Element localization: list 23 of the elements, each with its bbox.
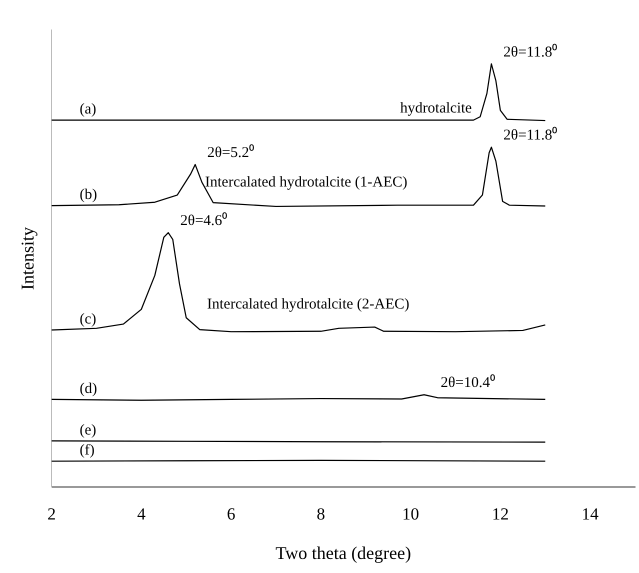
series-label: (d)	[80, 380, 98, 397]
annotation: 2θ=5.2⁰	[207, 144, 254, 161]
annotation: Intercalated hydrotalcite (1-AEC)	[205, 174, 408, 190]
annotation: 2θ=11.8⁰	[503, 126, 558, 144]
x-tick-label: 6	[226, 504, 236, 524]
series-label: (c)	[80, 311, 96, 328]
series-label: (b)	[80, 187, 98, 204]
x-tick-label: 14	[582, 504, 600, 524]
annotation: hydrotalcite	[400, 100, 472, 117]
x-tick-label: 12	[492, 504, 509, 524]
annotation: 2θ=11.8⁰	[503, 43, 558, 60]
annotation: 2θ=10.4⁰	[440, 374, 495, 392]
x-axis-title: Two theta (degree)	[275, 542, 412, 563]
x-tick-label: 10	[402, 504, 420, 524]
series-label: (e)	[80, 422, 96, 438]
annotation: 2θ=4.6⁰	[180, 212, 228, 230]
series-label: (f)	[80, 442, 95, 459]
annotation: Intercalated hydrotalcite (2-AEC)	[207, 296, 410, 312]
x-tick-label: 4	[137, 504, 146, 524]
series-label: (a)	[80, 102, 96, 118]
x-tick-label: 2	[47, 504, 56, 524]
y-axis-title: Intensity	[18, 227, 38, 290]
x-tick-label: 8	[316, 504, 326, 524]
